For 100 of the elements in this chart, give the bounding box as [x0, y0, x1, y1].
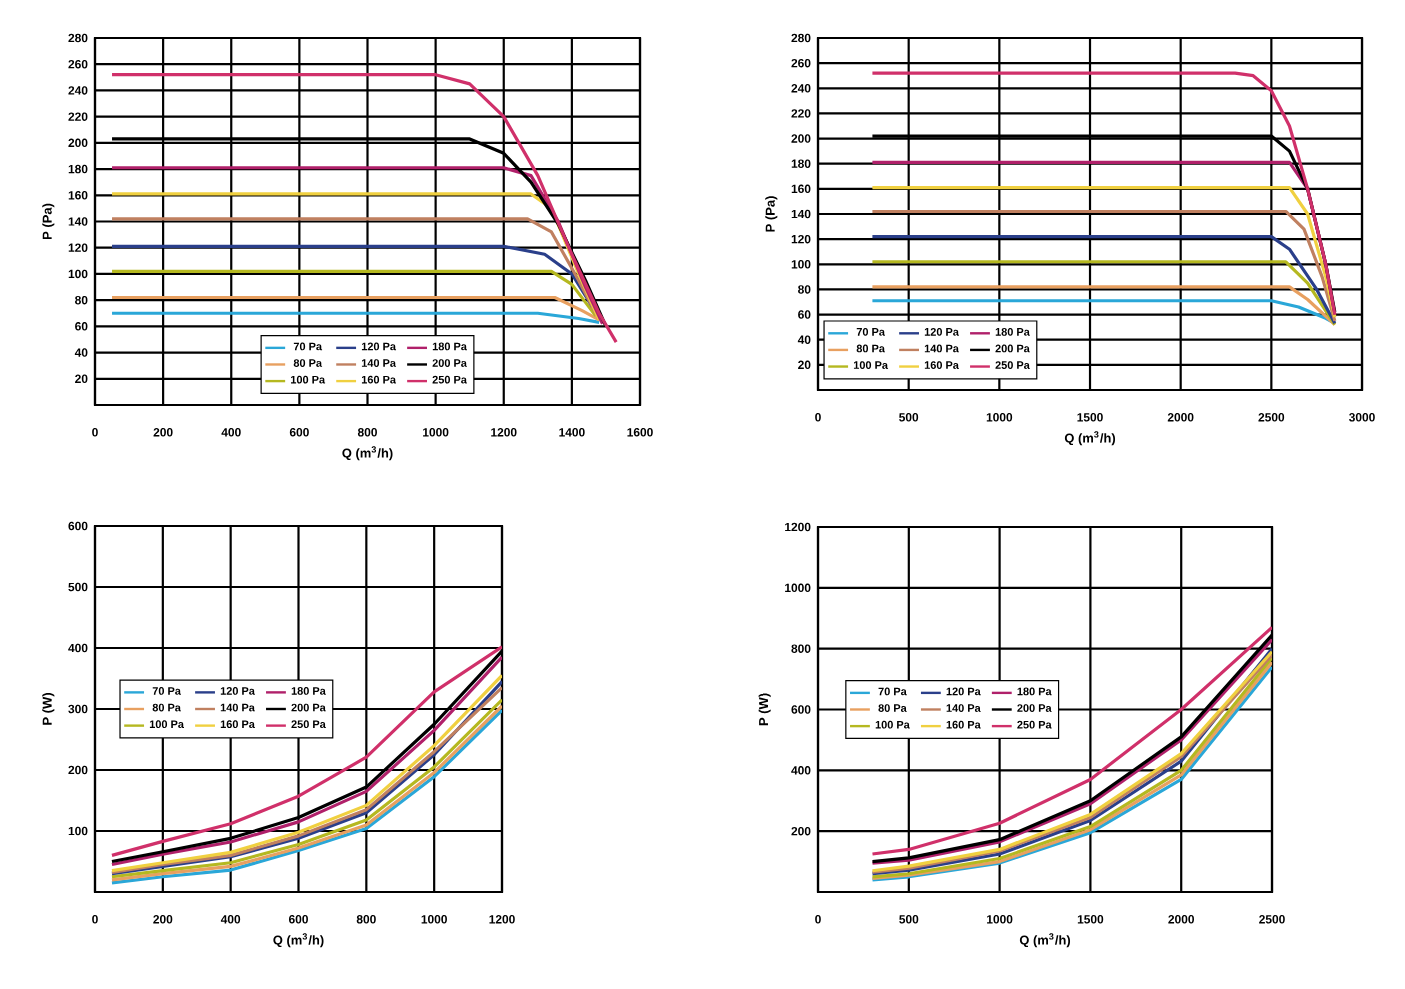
- y-tick-label: 100: [791, 260, 811, 269]
- legend-label: 120 Pa: [946, 687, 981, 696]
- y-tick-label: 80: [798, 285, 811, 294]
- legend-label: 160 Pa: [924, 361, 959, 369]
- y-tick-label: 60: [75, 322, 88, 331]
- legend-label: 80 Pa: [878, 704, 907, 712]
- legend-label: 80 Pa: [293, 359, 323, 367]
- y-tick-label: 1200: [785, 522, 811, 532]
- x-tick-label: 0: [92, 915, 98, 924]
- x-tick-label: 0: [815, 413, 821, 422]
- x-tick-label: 1000: [423, 428, 449, 437]
- x-axis-title: Q (m$^{3}$/h): [1064, 431, 1116, 446]
- x-tick-label: 2500: [1258, 413, 1285, 422]
- y-tick-label: 220: [68, 112, 88, 121]
- legend-label: 70 Pa: [152, 687, 181, 695]
- legend-label: 70 Pa: [293, 342, 323, 351]
- x-tick-label: 2000: [1167, 413, 1194, 422]
- legend-label: 250 Pa: [432, 375, 467, 384]
- legend-label: 160 Pa: [946, 720, 981, 729]
- x-tick-label: 500: [899, 413, 919, 422]
- y-tick-label: 240: [68, 86, 88, 95]
- legend-label: 200 Pa: [1017, 704, 1052, 712]
- legend-label: 80 Pa: [152, 703, 181, 712]
- y-tick-label: 1000: [785, 583, 811, 593]
- y-axis-title: P (Pa): [765, 196, 778, 232]
- y-tick-label: 400: [68, 643, 88, 653]
- x-tick-label: 200: [153, 428, 173, 437]
- x-axis-title: Q (m$^{3}$/h): [1019, 933, 1071, 948]
- y-tick-label: 800: [791, 644, 811, 653]
- x-tick-label: 1600: [627, 428, 653, 437]
- y-axis-title: P (W): [758, 693, 771, 726]
- legend-label: 200 Pa: [291, 703, 326, 712]
- y-tick-label: 140: [791, 209, 811, 219]
- x-tick-label: 3000: [1349, 413, 1375, 422]
- x-tick-label: 1400: [559, 428, 585, 437]
- y-tick-label: 260: [68, 59, 88, 69]
- y-tick-label: 300: [68, 704, 88, 714]
- y-tick-label: 120: [68, 243, 88, 252]
- x-tick-label: 1000: [987, 915, 1013, 924]
- y-tick-label: 200: [791, 134, 811, 143]
- legend-label: 140 Pa: [361, 359, 397, 367]
- x-tick-label: 0: [92, 428, 98, 437]
- y-tick-label: 280: [68, 33, 88, 43]
- x-tick-label: 200: [153, 915, 173, 924]
- legend-label: 250 Pa: [1017, 720, 1052, 729]
- x-tick-label: 1500: [1077, 413, 1103, 422]
- x-tick-label: 2500: [1259, 915, 1285, 924]
- legend-label: 250 Pa: [995, 361, 1030, 369]
- legend-label: 200 Pa: [995, 344, 1030, 353]
- y-tick-label: 80: [75, 295, 88, 305]
- legend-label: 200 Pa: [432, 359, 467, 367]
- y-tick-label: 180: [791, 159, 811, 168]
- x-tick-label: 1200: [491, 428, 517, 437]
- legend-label: 140 Pa: [220, 703, 255, 712]
- x-tick-label: 800: [356, 915, 376, 924]
- x-tick-label: 400: [220, 915, 241, 924]
- legend-label: 140 Pa: [924, 344, 959, 353]
- y-tick-label: 60: [798, 310, 811, 319]
- y-tick-label: 200: [68, 138, 88, 148]
- legend-label: 180 Pa: [1017, 687, 1052, 696]
- y-tick-label: 600: [68, 521, 88, 531]
- y-axis-title: P (W): [42, 693, 55, 725]
- legend-label: 140 Pa: [946, 704, 981, 712]
- legend-label: 180 Pa: [995, 327, 1030, 336]
- x-tick-label: 1200: [489, 915, 515, 924]
- legend-label: 160 Pa: [220, 720, 255, 729]
- y-tick-label: 280: [791, 33, 811, 43]
- y-tick-label: 20: [798, 360, 811, 370]
- y-tick-label: 400: [791, 766, 811, 775]
- legend-label: 100 Pa: [291, 375, 326, 384]
- x-tick-label: 400: [221, 428, 241, 437]
- x-tick-label: 600: [289, 428, 309, 437]
- legend-label: 250 Pa: [291, 720, 326, 729]
- legend-label: 100 Pa: [853, 361, 889, 369]
- y-tick-label: 160: [791, 184, 811, 194]
- y-tick-label: 600: [791, 705, 811, 714]
- legend-label: 70 Pa: [878, 687, 907, 696]
- y-tick-label: 240: [791, 84, 811, 93]
- y-tick-label: 120: [791, 234, 811, 244]
- x-axis-title: Q (m$^{3}$/h): [273, 933, 324, 948]
- x-tick-label: 1000: [421, 915, 447, 924]
- x-tick-label: 800: [357, 428, 377, 437]
- x-tick-label: 0: [815, 915, 821, 924]
- legend-label: 100 Pa: [149, 720, 185, 729]
- y-tick-label: 20: [75, 374, 88, 384]
- x-tick-label: 500: [899, 915, 919, 924]
- x-tick-label: 600: [288, 915, 308, 924]
- y-tick-label: 180: [68, 164, 88, 174]
- x-tick-label: 2000: [1168, 915, 1195, 924]
- y-axis-title: P (Pa): [42, 203, 55, 239]
- y-tick-label: 200: [791, 826, 811, 836]
- y-tick-label: 100: [68, 826, 88, 836]
- legend-label: 80 Pa: [856, 344, 885, 353]
- x-tick-label: 1000: [986, 413, 1013, 422]
- y-tick-label: 40: [74, 348, 88, 357]
- x-axis-title: Q (m$^{3}$/h): [342, 446, 393, 461]
- legend-label: 70 Pa: [856, 327, 885, 336]
- legend-label: 120 Pa: [220, 687, 255, 695]
- legend-label: 180 Pa: [432, 342, 467, 351]
- legend-label: 100 Pa: [875, 720, 910, 729]
